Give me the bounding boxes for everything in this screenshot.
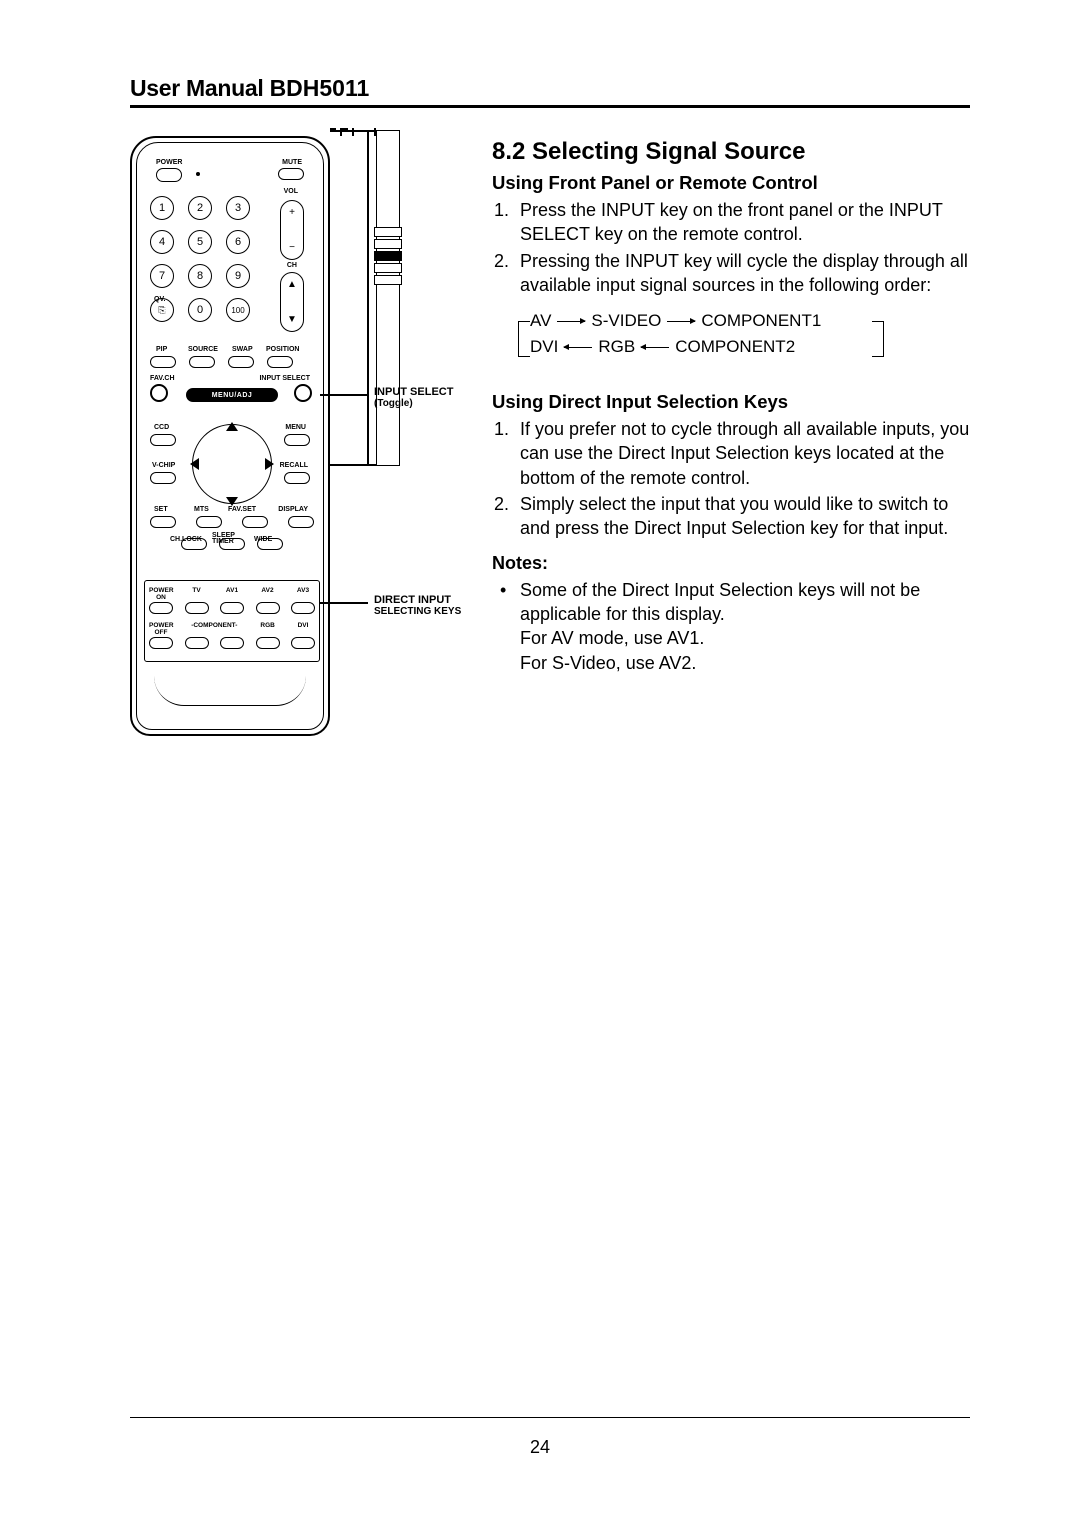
remote-illustration: POWER MUTE VOL +− CH ▲▼ 123 456 <box>130 136 480 756</box>
callout-direct: DIRECT INPUT SELECTING KEYS <box>374 594 461 617</box>
remote-body: POWER MUTE VOL +− CH ▲▼ 123 456 <box>130 136 330 736</box>
menu-adj-label: MENU/ADJ <box>186 388 278 402</box>
vol-label: VOL <box>284 188 298 195</box>
pip-row <box>150 356 293 368</box>
list-2: If you prefer not to cycle through all a… <box>492 417 970 540</box>
mute-label: MUTE <box>282 159 302 166</box>
menu-label: MENU <box>285 424 306 431</box>
chlock-label: CH.LOCK <box>170 536 202 543</box>
recall-label: RECALL <box>280 462 308 469</box>
notes-list: Some of the Direct Input Selection keys … <box>492 578 970 675</box>
left-column: POWER MUTE VOL +− CH ▲▼ 123 456 <box>130 136 480 756</box>
display-label: DISPLAY <box>278 506 308 513</box>
bottom-arc <box>154 676 306 706</box>
input-select-button <box>294 384 312 402</box>
header-model: BDH5011 <box>270 75 370 101</box>
page: User Manual BDH5011 POWE <box>0 0 1080 756</box>
vchip-label: V-CHIP <box>152 462 175 469</box>
list-item: Press the INPUT key on the front panel o… <box>492 198 970 247</box>
wide-label: WIDE <box>254 536 272 543</box>
power-label: POWER <box>156 159 182 166</box>
set-label: SET <box>154 506 168 513</box>
recall-button <box>284 472 310 484</box>
list-item: Pressing the INPUT key will cycle the di… <box>492 249 970 298</box>
input-select-label: INPUT SELECT <box>259 375 310 382</box>
position-label: POSITION <box>266 346 299 353</box>
cycle-diagram: AV S-VIDEO COMPONENT1 DVI RGB COMPONENT2 <box>520 311 880 367</box>
tv-side-panel <box>376 130 400 466</box>
qv-label: QV. <box>154 296 165 303</box>
number-pad: 123 456 789 ⎘0100 <box>150 196 268 332</box>
led-icon <box>196 172 200 176</box>
timer-label: TIMER <box>212 538 234 545</box>
mute-button <box>278 168 304 180</box>
callout-line <box>320 394 368 396</box>
callout-input-select: INPUT SELECT (Toggle) <box>374 386 453 409</box>
side-buttons <box>374 227 402 287</box>
header-title: User Manual <box>130 75 270 101</box>
section-title: 8.2 Selecting Signal Source <box>492 138 970 166</box>
mts-label: MTS <box>194 506 209 513</box>
list-item: Simply select the input that you would l… <box>492 492 970 541</box>
direct-input-box: POWER ON TV AV1 AV2 AV3 POWER OFF -COMPO… <box>144 580 320 662</box>
footer-rule <box>130 1417 970 1418</box>
power-button <box>156 168 182 182</box>
separator <box>362 130 374 466</box>
menu-button <box>284 434 310 446</box>
source-label: SOURCE <box>188 346 218 353</box>
sub-heading-2: Using Direct Input Selection Keys <box>492 391 970 413</box>
ch-rocker: ▲▼ <box>280 272 304 332</box>
ccd-button <box>150 434 176 446</box>
sub-heading-1: Using Front Panel or Remote Control <box>492 172 970 194</box>
right-column: 8.2 Selecting Signal Source Using Front … <box>492 136 970 756</box>
page-number: 24 <box>0 1437 1080 1458</box>
callout-line <box>320 602 368 604</box>
pip-label: PIP <box>156 346 167 353</box>
ch-label: CH <box>287 262 297 269</box>
vol-rocker: +− <box>280 200 304 260</box>
header: User Manual BDH5011 <box>130 75 970 108</box>
favch-button <box>150 384 168 402</box>
notes-heading: Notes: <box>492 553 970 574</box>
notes-item: Some of the Direct Input Selection keys … <box>492 578 970 675</box>
ccd-label: CCD <box>154 424 169 431</box>
columns: POWER MUTE VOL +− CH ▲▼ 123 456 <box>130 136 970 756</box>
list-1: Press the INPUT key on the front panel o… <box>492 198 970 297</box>
vchip-button <box>150 472 176 484</box>
swap-label: SWAP <box>232 346 253 353</box>
favch-label: FAV.CH <box>150 375 175 382</box>
dpad <box>184 416 280 512</box>
list-item: If you prefer not to cycle through all a… <box>492 417 970 490</box>
favset-label: FAV.SET <box>228 506 256 513</box>
